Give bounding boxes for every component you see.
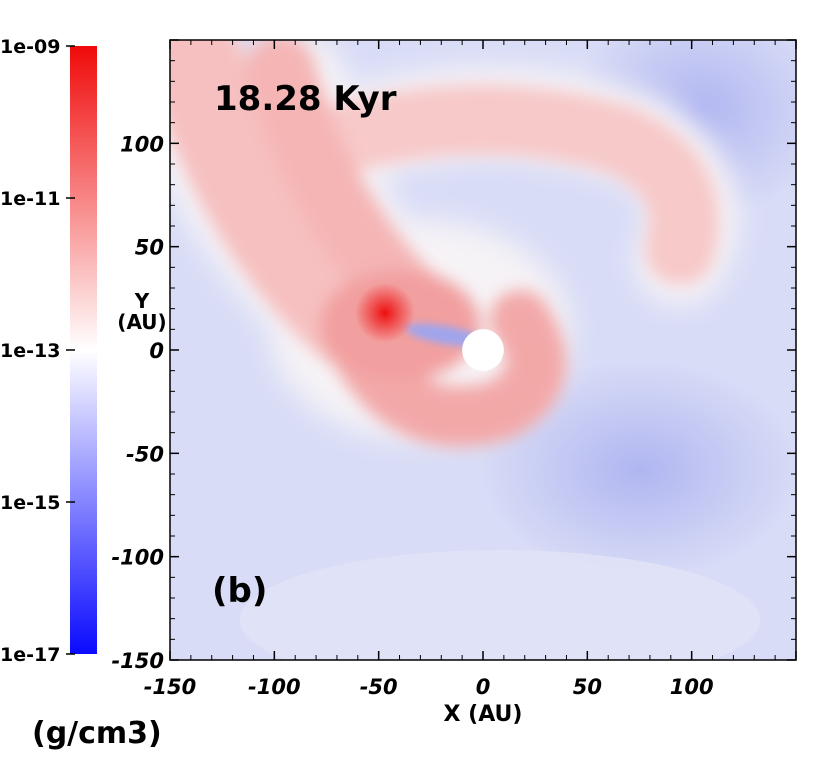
x-tick-label: -150 [144, 675, 197, 699]
y-tick-labels: -150 -100 -50 0 50 100 [111, 132, 164, 673]
colorbar-ticks: 1e-09 1e-11 1e-13 1e-15 1e-17 [0, 36, 75, 666]
lower-arc [320, 290, 566, 447]
y-tick-label: -150 [111, 649, 164, 673]
colorbar-tick-label: 1e-11 [0, 188, 60, 210]
colorbar-tick-label: 1e-17 [0, 644, 60, 666]
y-axis-label-line: Y [134, 289, 150, 313]
x-tick-label: 100 [670, 675, 714, 699]
x-axis-label: X (AU) [444, 702, 523, 727]
density-peak [354, 282, 415, 343]
upper-left-arm [170, 40, 398, 368]
major-ticks [169, 39, 797, 661]
colorbar-tick-label: 1e-15 [0, 492, 60, 514]
x-tick-label: 0 [476, 675, 491, 699]
y-axis-label-line: (AU) [117, 310, 166, 334]
colorbar-label: (g/cm3) [32, 716, 162, 751]
density-map [170, 40, 796, 660]
y-tick-label: -100 [111, 546, 164, 570]
y-tick-label: 0 [149, 339, 164, 363]
y-tick-label: 50 [135, 236, 164, 260]
y-tick-label: -50 [126, 442, 164, 466]
panel-label: (b) [212, 571, 267, 611]
colorbar-tick-label: 1e-09 [0, 36, 60, 58]
time-label: 18.28 Kyr [214, 79, 397, 119]
low-density-region-lower [480, 360, 796, 580]
low-density-region-bottom [240, 550, 760, 660]
y-axis-label: Y (AU) [117, 289, 166, 334]
minor-ticks [170, 40, 796, 660]
x-tick-label: 50 [573, 675, 602, 699]
outer-spiral-arm [270, 84, 719, 285]
y-tick-label: 100 [120, 132, 164, 156]
central-sink [462, 329, 504, 371]
x-tick-label: -50 [360, 675, 398, 699]
colorbar-tick-label: 1e-13 [0, 340, 60, 362]
x-tick-label: -100 [248, 675, 301, 699]
x-tick-labels: -150 -100 -50 0 50 100 [144, 675, 714, 699]
